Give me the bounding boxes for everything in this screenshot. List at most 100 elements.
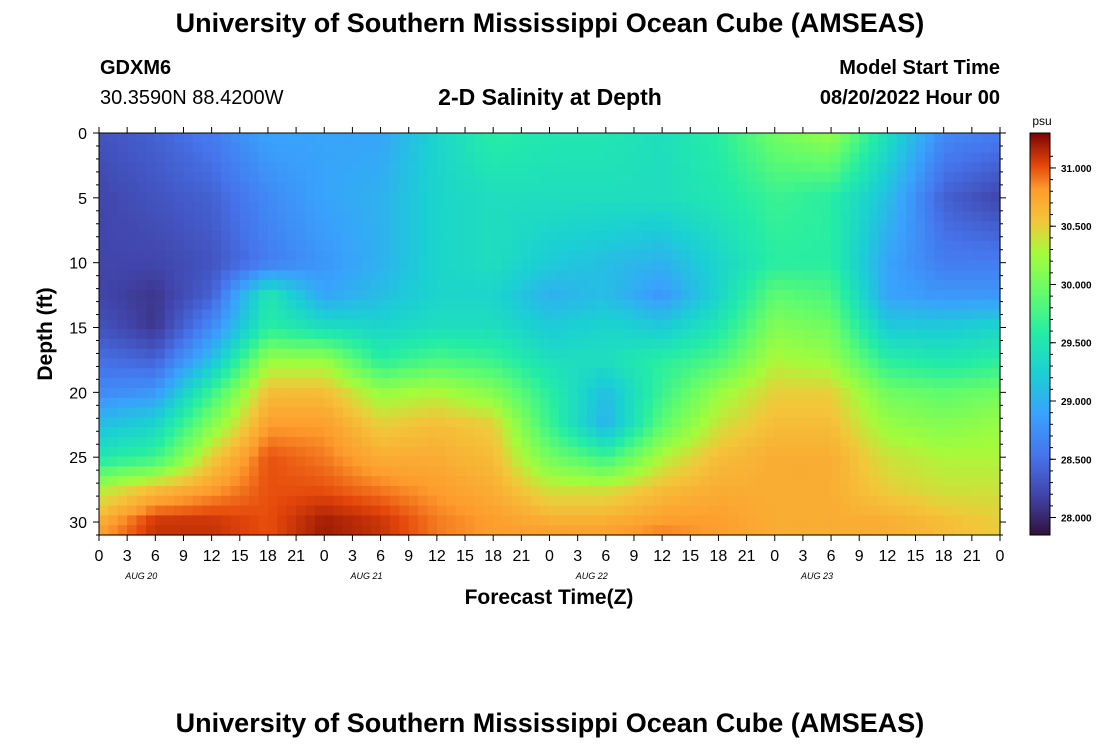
heatmap-cell bbox=[549, 368, 560, 379]
heatmap-cell bbox=[465, 270, 476, 281]
heatmap-cell bbox=[136, 270, 147, 281]
heatmap-cell bbox=[831, 466, 842, 477]
heatmap-cell bbox=[305, 358, 316, 369]
heatmap-cell bbox=[305, 289, 316, 301]
heatmap-cell bbox=[793, 309, 804, 320]
heatmap-cell bbox=[877, 162, 888, 173]
heatmap-cell bbox=[934, 240, 945, 252]
heatmap-cell bbox=[99, 221, 109, 232]
heatmap-cell bbox=[981, 309, 992, 320]
heatmap-cell bbox=[371, 397, 382, 409]
heatmap-cell bbox=[155, 348, 166, 360]
heatmap-cell bbox=[943, 280, 954, 291]
heatmap-cell bbox=[521, 309, 532, 320]
heatmap-cell bbox=[568, 240, 579, 252]
heatmap-cell bbox=[868, 387, 879, 399]
heatmap-cell bbox=[145, 407, 156, 418]
heatmap-cell bbox=[305, 378, 316, 389]
heatmap-cell bbox=[962, 280, 973, 291]
heatmap-cell bbox=[549, 338, 560, 350]
heatmap-cell bbox=[465, 240, 476, 252]
heatmap-cell bbox=[408, 289, 419, 301]
heatmap-cell bbox=[755, 515, 766, 526]
heatmap-cell bbox=[324, 368, 335, 379]
heatmap-cell bbox=[990, 329, 1001, 340]
heatmap-cell bbox=[324, 299, 335, 311]
heatmap-cell bbox=[155, 172, 166, 183]
heatmap-cell bbox=[802, 133, 813, 144]
heatmap-cell bbox=[765, 152, 776, 164]
heatmap-cell bbox=[155, 289, 166, 301]
heatmap-cell bbox=[990, 407, 1001, 418]
heatmap-cell bbox=[296, 221, 307, 232]
heatmap-cell bbox=[230, 319, 241, 330]
heatmap-cell bbox=[333, 495, 344, 507]
heatmap-cell bbox=[436, 348, 447, 360]
heatmap-cell bbox=[615, 485, 626, 497]
heatmap-cell bbox=[511, 397, 522, 409]
heatmap-cell bbox=[371, 221, 382, 232]
heatmap-cell bbox=[859, 231, 870, 242]
heatmap-cell bbox=[755, 182, 766, 193]
heatmap-cell bbox=[127, 427, 138, 438]
heatmap-cell bbox=[502, 348, 513, 360]
heatmap-cell bbox=[192, 172, 203, 183]
heatmap-cell bbox=[502, 182, 513, 193]
heatmap-cell bbox=[633, 387, 644, 399]
heatmap-cell bbox=[314, 182, 325, 193]
heatmap-cell bbox=[671, 191, 682, 203]
heatmap-cell bbox=[230, 240, 241, 252]
heatmap-cell bbox=[314, 309, 325, 320]
heatmap-cell bbox=[981, 162, 992, 173]
heatmap-cell bbox=[849, 456, 860, 467]
heatmap-cell bbox=[962, 152, 973, 164]
heatmap-cell bbox=[971, 191, 982, 203]
heatmap-cell bbox=[624, 525, 635, 536]
heatmap-cell bbox=[202, 378, 213, 389]
heatmap-cell bbox=[174, 525, 185, 536]
heatmap-cell bbox=[868, 250, 879, 262]
heatmap-cell bbox=[633, 182, 644, 193]
heatmap-cell bbox=[737, 231, 748, 242]
heatmap-cell bbox=[352, 368, 363, 379]
heatmap-cell bbox=[296, 436, 307, 448]
heatmap-cell bbox=[371, 289, 382, 301]
heatmap-cell bbox=[943, 417, 954, 428]
heatmap-cell bbox=[652, 466, 663, 477]
heatmap-cell bbox=[802, 525, 813, 536]
heatmap-cell bbox=[305, 348, 316, 360]
heatmap-cell bbox=[943, 348, 954, 360]
heatmap-cell bbox=[286, 466, 297, 477]
heatmap-cell bbox=[596, 201, 607, 213]
heatmap-cell bbox=[117, 358, 128, 369]
heatmap-cell bbox=[615, 319, 626, 330]
heatmap-cell bbox=[868, 358, 879, 369]
heatmap-cell bbox=[343, 221, 354, 232]
heatmap-cell bbox=[568, 162, 579, 173]
heatmap-cell bbox=[859, 495, 870, 507]
heatmap-cell bbox=[680, 407, 691, 418]
heatmap-cell bbox=[483, 485, 494, 497]
heatmap-cell bbox=[906, 476, 917, 487]
heatmap-cell bbox=[727, 368, 738, 379]
heatmap-cell bbox=[558, 221, 569, 232]
heatmap-cell bbox=[709, 152, 720, 164]
heatmap-cell bbox=[314, 387, 325, 399]
heatmap-cell bbox=[371, 270, 382, 281]
heatmap-cell bbox=[765, 466, 776, 477]
heatmap-cell bbox=[389, 182, 400, 193]
heatmap-cell bbox=[615, 476, 626, 487]
heatmap-cell bbox=[821, 319, 832, 330]
heatmap-cell bbox=[774, 407, 785, 418]
heatmap-cell bbox=[802, 427, 813, 438]
heatmap-cell bbox=[812, 446, 823, 458]
heatmap-cell bbox=[399, 191, 410, 203]
heatmap-cell bbox=[324, 319, 335, 330]
heatmap-cell bbox=[155, 329, 166, 340]
heatmap-cell bbox=[605, 191, 616, 203]
heatmap-cell bbox=[605, 436, 616, 448]
heatmap-cell bbox=[408, 495, 419, 507]
heatmap-cell bbox=[427, 260, 438, 271]
heatmap-cell bbox=[774, 476, 785, 487]
heatmap-cell bbox=[990, 495, 1001, 507]
